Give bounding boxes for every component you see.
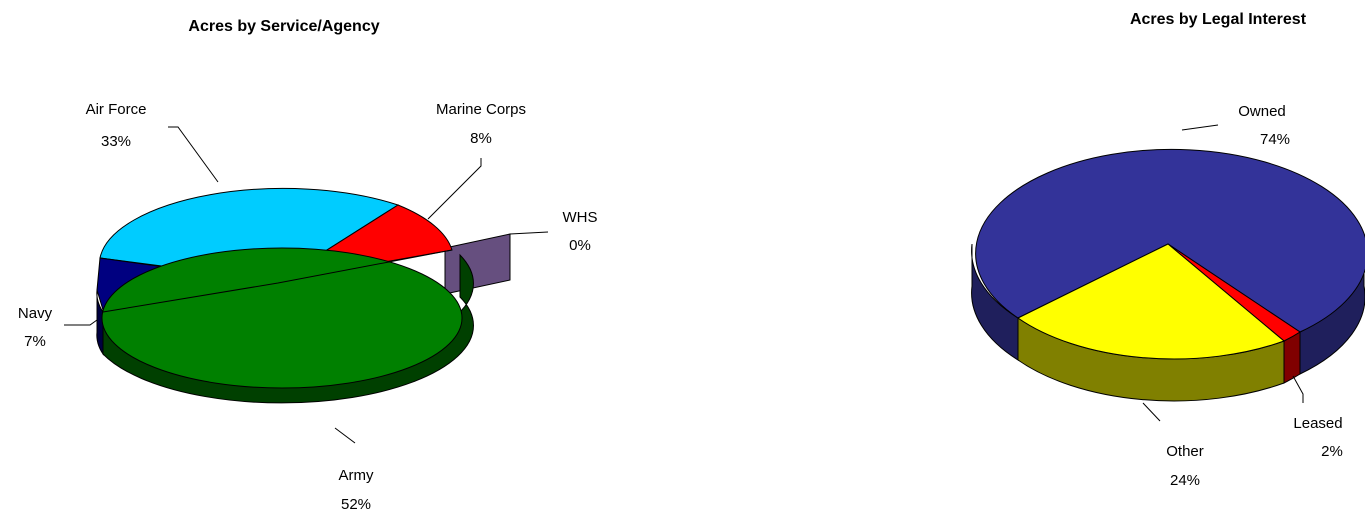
slice-pct-marine-corps: 8% [470, 130, 492, 147]
slice-label-air-force: Air Force [86, 101, 147, 118]
slice-label-other: Other [1166, 443, 1204, 460]
slice-pct-owned: 74% [1260, 131, 1290, 148]
leader-lines-legal-interest [1142, 124, 1304, 422]
pie-chart-legal-interest: Acres by Legal Interest Owned [971, 11, 1365, 489]
slice-label-navy: Navy [18, 305, 53, 322]
pie-slice-army [101, 247, 463, 389]
pie-chart-service-agency: Acres by Service/Agency [18, 18, 598, 513]
slice-pct-army: 52% [341, 496, 371, 513]
chart-title-legal-interest: Acres by Legal Interest [1130, 11, 1307, 28]
slice-label-leased: Leased [1293, 415, 1342, 432]
slice-pct-navy: 7% [24, 333, 46, 350]
pie-slice-owned [975, 148, 1365, 333]
slice-pct-leased: 2% [1321, 443, 1343, 460]
leader-lines-service-agency [64, 126, 549, 444]
slice-label-whs: WHS [563, 209, 598, 226]
chart-title-service-agency: Acres by Service/Agency [188, 18, 379, 35]
pie-slice-other [1017, 243, 1285, 360]
slice-label-owned: Owned [1238, 103, 1286, 120]
pie-slice-air-force [99, 187, 400, 282]
slice-label-army: Army [339, 467, 374, 484]
pie-slice-side-navy [96, 289, 104, 356]
slice-pct-whs: 0% [569, 237, 591, 254]
slice-pct-air-force: 33% [101, 133, 131, 150]
slice-label-marine-corps: Marine Corps [436, 101, 526, 118]
slice-pct-other: 24% [1170, 472, 1200, 489]
pie-slice-whs [444, 233, 511, 295]
